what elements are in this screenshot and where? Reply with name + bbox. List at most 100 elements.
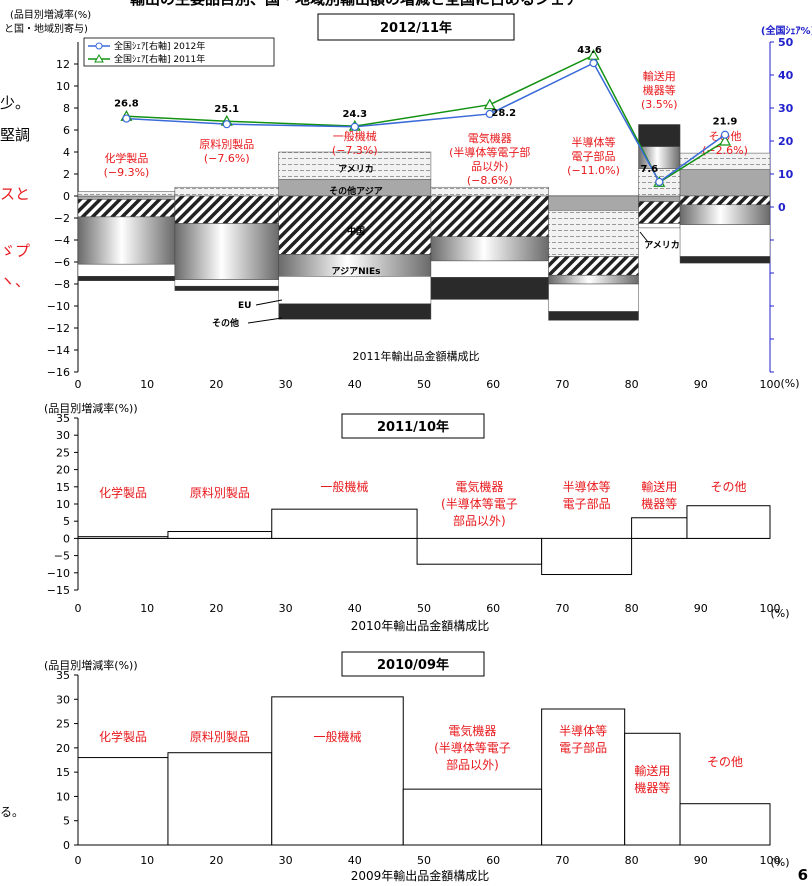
x-tick-label: 20 [209, 378, 223, 391]
y-tick-label: −6 [54, 256, 70, 269]
period-label: 2012/11年 [380, 20, 452, 36]
category-label: その他 [710, 480, 746, 494]
stack-segment [174, 195, 279, 224]
data-label: 24.3 [342, 109, 367, 120]
data-label: 43.6 [577, 45, 602, 56]
x-tick-label: 80 [625, 602, 639, 615]
stack-segment [430, 260, 549, 278]
x-tick-label: 10 [140, 854, 154, 867]
stack-segment [679, 204, 771, 225]
category-label: 化学製品(−9.3%) [104, 151, 150, 179]
y-tick-label: −2 [54, 212, 70, 225]
y-tick-label: 12 [56, 58, 70, 71]
y-tick-label: 10 [56, 790, 70, 803]
x-tick-label: 50 [417, 854, 431, 867]
stack-segment [430, 195, 549, 237]
stack-segment [679, 224, 771, 257]
y2-label: (全国ｼｪｱ%) [761, 24, 812, 37]
chart-2011-10: −15 −10 −5 0 5 10 15 20 25 30 35 0 10 20 30 40 50 60 70 80 9… [44, 401, 790, 633]
x-tick-label: 40 [348, 602, 362, 615]
bar [77, 536, 169, 539]
y-tick-label: 8 [63, 102, 70, 115]
y-tick-label: 25 [56, 446, 70, 459]
y-label: (品目別増減率(%)) [44, 401, 138, 415]
stack-segment [77, 276, 176, 281]
x-label: 2011年輸出品金額構成比 [353, 349, 480, 363]
legend-marker-2011 [94, 53, 104, 63]
x-tick-label: 100 [760, 378, 781, 391]
y-tick-label: 5 [63, 515, 70, 528]
data-label: 28.2 [491, 108, 516, 119]
x-tick-label: 40 [348, 378, 362, 391]
series-point-2012 [485, 109, 494, 119]
category-label: 半導体等電子部品 [563, 480, 611, 511]
x-unit: (%) [770, 607, 789, 620]
y-tick-label: −16 [47, 366, 70, 379]
x-tick-label: 30 [279, 378, 293, 391]
category-label: その他 [707, 755, 743, 769]
segment-label: アメリカ [338, 164, 374, 175]
stack-segment [77, 263, 176, 277]
y-tick-label: −12 [47, 322, 70, 335]
page-fragment: る。 [0, 805, 25, 819]
x-tick-label: 90 [694, 378, 708, 391]
category-label: 半導体等電子部品 [559, 724, 607, 755]
x-tick-label: 60 [486, 378, 500, 391]
y2-tick-label: 40 [778, 69, 794, 82]
stack-segment [679, 152, 771, 170]
page-fragment: 少。 [0, 94, 31, 112]
x-tick-label: 30 [279, 602, 293, 615]
y-tick-label: −14 [47, 344, 70, 357]
stack-segment [548, 210, 639, 257]
x-tick-label: 70 [555, 378, 569, 391]
y-tick-label: −5 [54, 550, 70, 563]
category-label: 電気機器(半導体等電子部品以外) [434, 723, 511, 772]
x-tick-label: 100 [760, 602, 781, 615]
y2-tick-label: 0 [778, 201, 786, 214]
series-point-2012 [589, 59, 598, 68]
page-fragment: 堅調 [0, 126, 31, 144]
period-box [341, 651, 485, 677]
x-unit: (%) [780, 377, 799, 390]
chart-2010-09: 0 5 10 15 20 25 30 35 0 10 20 30 40 50 60 70 80 90 100 (品目別… [44, 651, 790, 883]
data-label: 25.1 [214, 104, 239, 115]
category-label: 一般機械(−7.3%) [332, 129, 378, 157]
y-tick-label: 5 [63, 815, 70, 828]
y-tick-label: 20 [56, 464, 70, 477]
data-label: 21.9 [713, 117, 738, 128]
category-label: 原料別製品 [190, 730, 250, 744]
stack-segment [77, 191, 176, 197]
x-tick-label: 60 [486, 602, 500, 615]
x-tick-label: 100 [760, 854, 781, 867]
category-label: 原料別製品(−7.6%) [199, 137, 254, 165]
series-point-2012 [350, 122, 359, 131]
stack-segment [278, 195, 432, 255]
y-tick-label: 15 [56, 481, 70, 494]
y-tick-label: 20 [56, 742, 70, 755]
stack-segment [174, 186, 279, 197]
y-tick-label: 30 [56, 693, 70, 706]
period-label: 2011/10年 [377, 419, 449, 435]
x-tick-label: 80 [625, 854, 639, 867]
stack-segment [679, 256, 771, 264]
series-point-2011 [719, 134, 732, 146]
callout-line [639, 231, 649, 243]
category-label: 一般機械 [313, 729, 361, 744]
y-tick-label: −8 [54, 278, 70, 291]
bar [541, 537, 633, 576]
series-point-2011 [483, 98, 496, 110]
stack-segment [430, 186, 549, 197]
x-tick-label: 0 [75, 378, 82, 391]
x-tick-label: 50 [417, 602, 431, 615]
period-box [341, 413, 485, 439]
category-label: 輸送用機器等(3.5%) [641, 69, 678, 111]
stack-segment [638, 223, 681, 229]
stack-segment [430, 277, 549, 300]
series-point-2012 [122, 114, 131, 123]
y-tick-label: 0 [63, 190, 70, 203]
chart-2012-11: −16 −14 −12 −10 −8 −6 −4 −2 0 2 4 6 8 10 12 0 10 20 30 40 50… [4, 8, 812, 391]
category-label: 電気機器(半導体等電子部品以外) [441, 479, 518, 528]
bar [686, 505, 771, 539]
x-tick-label: 60 [486, 854, 500, 867]
